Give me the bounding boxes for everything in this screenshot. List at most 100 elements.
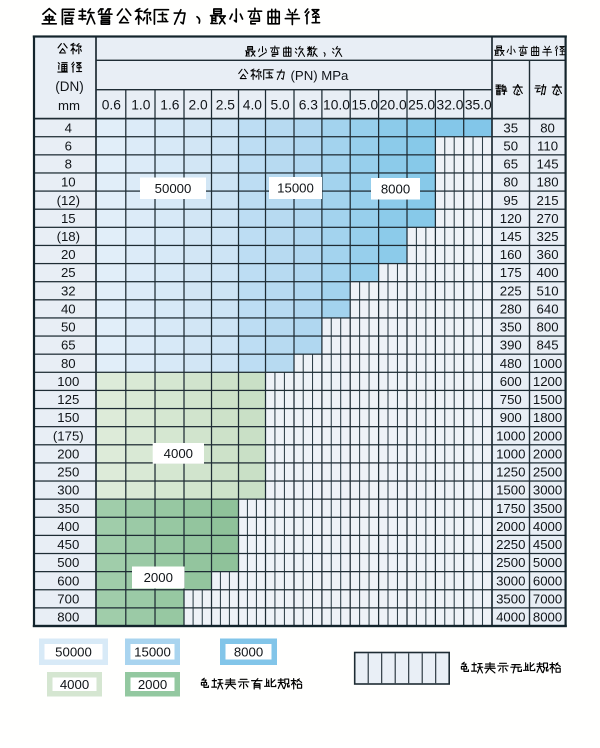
svg-text:32.0: 32.0 bbox=[437, 97, 464, 112]
svg-text:4500: 4500 bbox=[533, 537, 562, 552]
svg-text:280: 280 bbox=[500, 301, 522, 316]
svg-text:600: 600 bbox=[500, 374, 522, 389]
svg-text:2.5: 2.5 bbox=[216, 97, 236, 112]
svg-text:35.0: 35.0 bbox=[465, 97, 492, 112]
svg-text:(PN) MPa: (PN) MPa bbox=[291, 68, 350, 83]
svg-text:350: 350 bbox=[57, 501, 79, 516]
svg-text:95: 95 bbox=[503, 193, 518, 208]
svg-text:6000: 6000 bbox=[533, 573, 562, 588]
svg-text:175: 175 bbox=[500, 265, 522, 280]
svg-text:400: 400 bbox=[537, 265, 559, 280]
svg-text:350: 350 bbox=[500, 320, 522, 335]
svg-text:325: 325 bbox=[537, 229, 559, 244]
svg-text:8000: 8000 bbox=[234, 644, 263, 659]
svg-text:40: 40 bbox=[61, 301, 76, 316]
svg-text:600: 600 bbox=[57, 573, 79, 588]
svg-text:10: 10 bbox=[61, 175, 76, 190]
svg-text:2.0: 2.0 bbox=[189, 97, 209, 112]
svg-text:160: 160 bbox=[500, 247, 522, 262]
svg-text:270: 270 bbox=[537, 211, 559, 226]
svg-text:4000: 4000 bbox=[164, 446, 193, 461]
svg-text:2000: 2000 bbox=[496, 519, 525, 534]
svg-text:1.6: 1.6 bbox=[160, 97, 180, 112]
svg-text:2000: 2000 bbox=[138, 677, 167, 692]
svg-text:1500: 1500 bbox=[496, 483, 525, 498]
svg-text:50: 50 bbox=[503, 138, 518, 153]
svg-text:(18): (18) bbox=[57, 229, 80, 244]
svg-text:450: 450 bbox=[57, 537, 79, 552]
svg-text:20: 20 bbox=[61, 247, 76, 262]
svg-text:50000: 50000 bbox=[55, 644, 92, 659]
svg-text:1250: 1250 bbox=[496, 465, 525, 480]
svg-text:0.6: 0.6 bbox=[102, 97, 122, 112]
svg-text:1200: 1200 bbox=[533, 374, 562, 389]
svg-text:(12): (12) bbox=[57, 193, 80, 208]
svg-text:15: 15 bbox=[61, 211, 76, 226]
svg-text:4.0: 4.0 bbox=[243, 97, 263, 112]
svg-text:32: 32 bbox=[61, 283, 76, 298]
svg-text:1000: 1000 bbox=[533, 356, 562, 371]
svg-text:3500: 3500 bbox=[496, 591, 525, 606]
svg-text:15000: 15000 bbox=[277, 181, 314, 196]
svg-text:8000: 8000 bbox=[381, 181, 410, 196]
svg-text:65: 65 bbox=[503, 157, 518, 172]
svg-text:(DN): (DN) bbox=[55, 79, 84, 94]
svg-text:900: 900 bbox=[500, 410, 522, 425]
svg-text:1.0: 1.0 bbox=[131, 97, 151, 112]
svg-text:50: 50 bbox=[61, 320, 76, 335]
svg-text:2250: 2250 bbox=[496, 537, 525, 552]
svg-text:15000: 15000 bbox=[134, 644, 171, 659]
svg-text:8: 8 bbox=[65, 157, 72, 172]
svg-text:10.0: 10.0 bbox=[323, 97, 350, 112]
svg-text:750: 750 bbox=[500, 392, 522, 407]
svg-text:145: 145 bbox=[500, 229, 522, 244]
svg-text:6: 6 bbox=[65, 138, 72, 153]
svg-text:250: 250 bbox=[57, 465, 79, 480]
svg-text:4000: 4000 bbox=[496, 610, 525, 625]
svg-text:4000: 4000 bbox=[533, 519, 562, 534]
svg-text:200: 200 bbox=[57, 446, 79, 461]
svg-text:1500: 1500 bbox=[533, 392, 562, 407]
svg-text:15.0: 15.0 bbox=[351, 97, 378, 112]
svg-text:35: 35 bbox=[503, 120, 518, 135]
svg-text:150: 150 bbox=[57, 410, 79, 425]
svg-text:2000: 2000 bbox=[533, 446, 562, 461]
svg-text:2000: 2000 bbox=[144, 570, 173, 585]
svg-text:215: 215 bbox=[537, 193, 559, 208]
svg-text:20.0: 20.0 bbox=[380, 97, 407, 112]
svg-text:225: 225 bbox=[500, 283, 522, 298]
svg-text:5000: 5000 bbox=[533, 555, 562, 570]
svg-text:2500: 2500 bbox=[496, 555, 525, 570]
svg-text:3500: 3500 bbox=[533, 501, 562, 516]
svg-text:360: 360 bbox=[537, 247, 559, 262]
svg-text:800: 800 bbox=[57, 610, 79, 625]
svg-text:300: 300 bbox=[57, 483, 79, 498]
svg-text:1800: 1800 bbox=[533, 410, 562, 425]
svg-text:510: 510 bbox=[537, 283, 559, 298]
svg-text:500: 500 bbox=[57, 555, 79, 570]
svg-text:4: 4 bbox=[65, 120, 72, 135]
svg-text:700: 700 bbox=[57, 591, 79, 606]
svg-text:8000: 8000 bbox=[533, 610, 562, 625]
svg-text:25: 25 bbox=[61, 265, 76, 280]
svg-text:390: 390 bbox=[500, 338, 522, 353]
svg-text:5.0: 5.0 bbox=[271, 97, 291, 112]
svg-text:1000: 1000 bbox=[496, 446, 525, 461]
svg-text:480: 480 bbox=[500, 356, 522, 371]
svg-text:6.3: 6.3 bbox=[299, 97, 319, 112]
svg-text:7000: 7000 bbox=[533, 591, 562, 606]
svg-text:2500: 2500 bbox=[533, 465, 562, 480]
svg-text:125: 125 bbox=[57, 392, 79, 407]
svg-text:4000: 4000 bbox=[60, 677, 89, 692]
svg-text:3000: 3000 bbox=[533, 483, 562, 498]
svg-text:50000: 50000 bbox=[155, 181, 192, 196]
svg-text:110: 110 bbox=[537, 138, 558, 153]
svg-text:1750: 1750 bbox=[496, 501, 525, 516]
svg-text:mm: mm bbox=[58, 98, 80, 113]
svg-text:80: 80 bbox=[540, 120, 555, 135]
svg-text:1000: 1000 bbox=[496, 428, 525, 443]
svg-text:180: 180 bbox=[537, 175, 559, 190]
svg-text:3000: 3000 bbox=[496, 573, 525, 588]
svg-text:640: 640 bbox=[537, 301, 559, 316]
svg-text:25.0: 25.0 bbox=[408, 97, 435, 112]
